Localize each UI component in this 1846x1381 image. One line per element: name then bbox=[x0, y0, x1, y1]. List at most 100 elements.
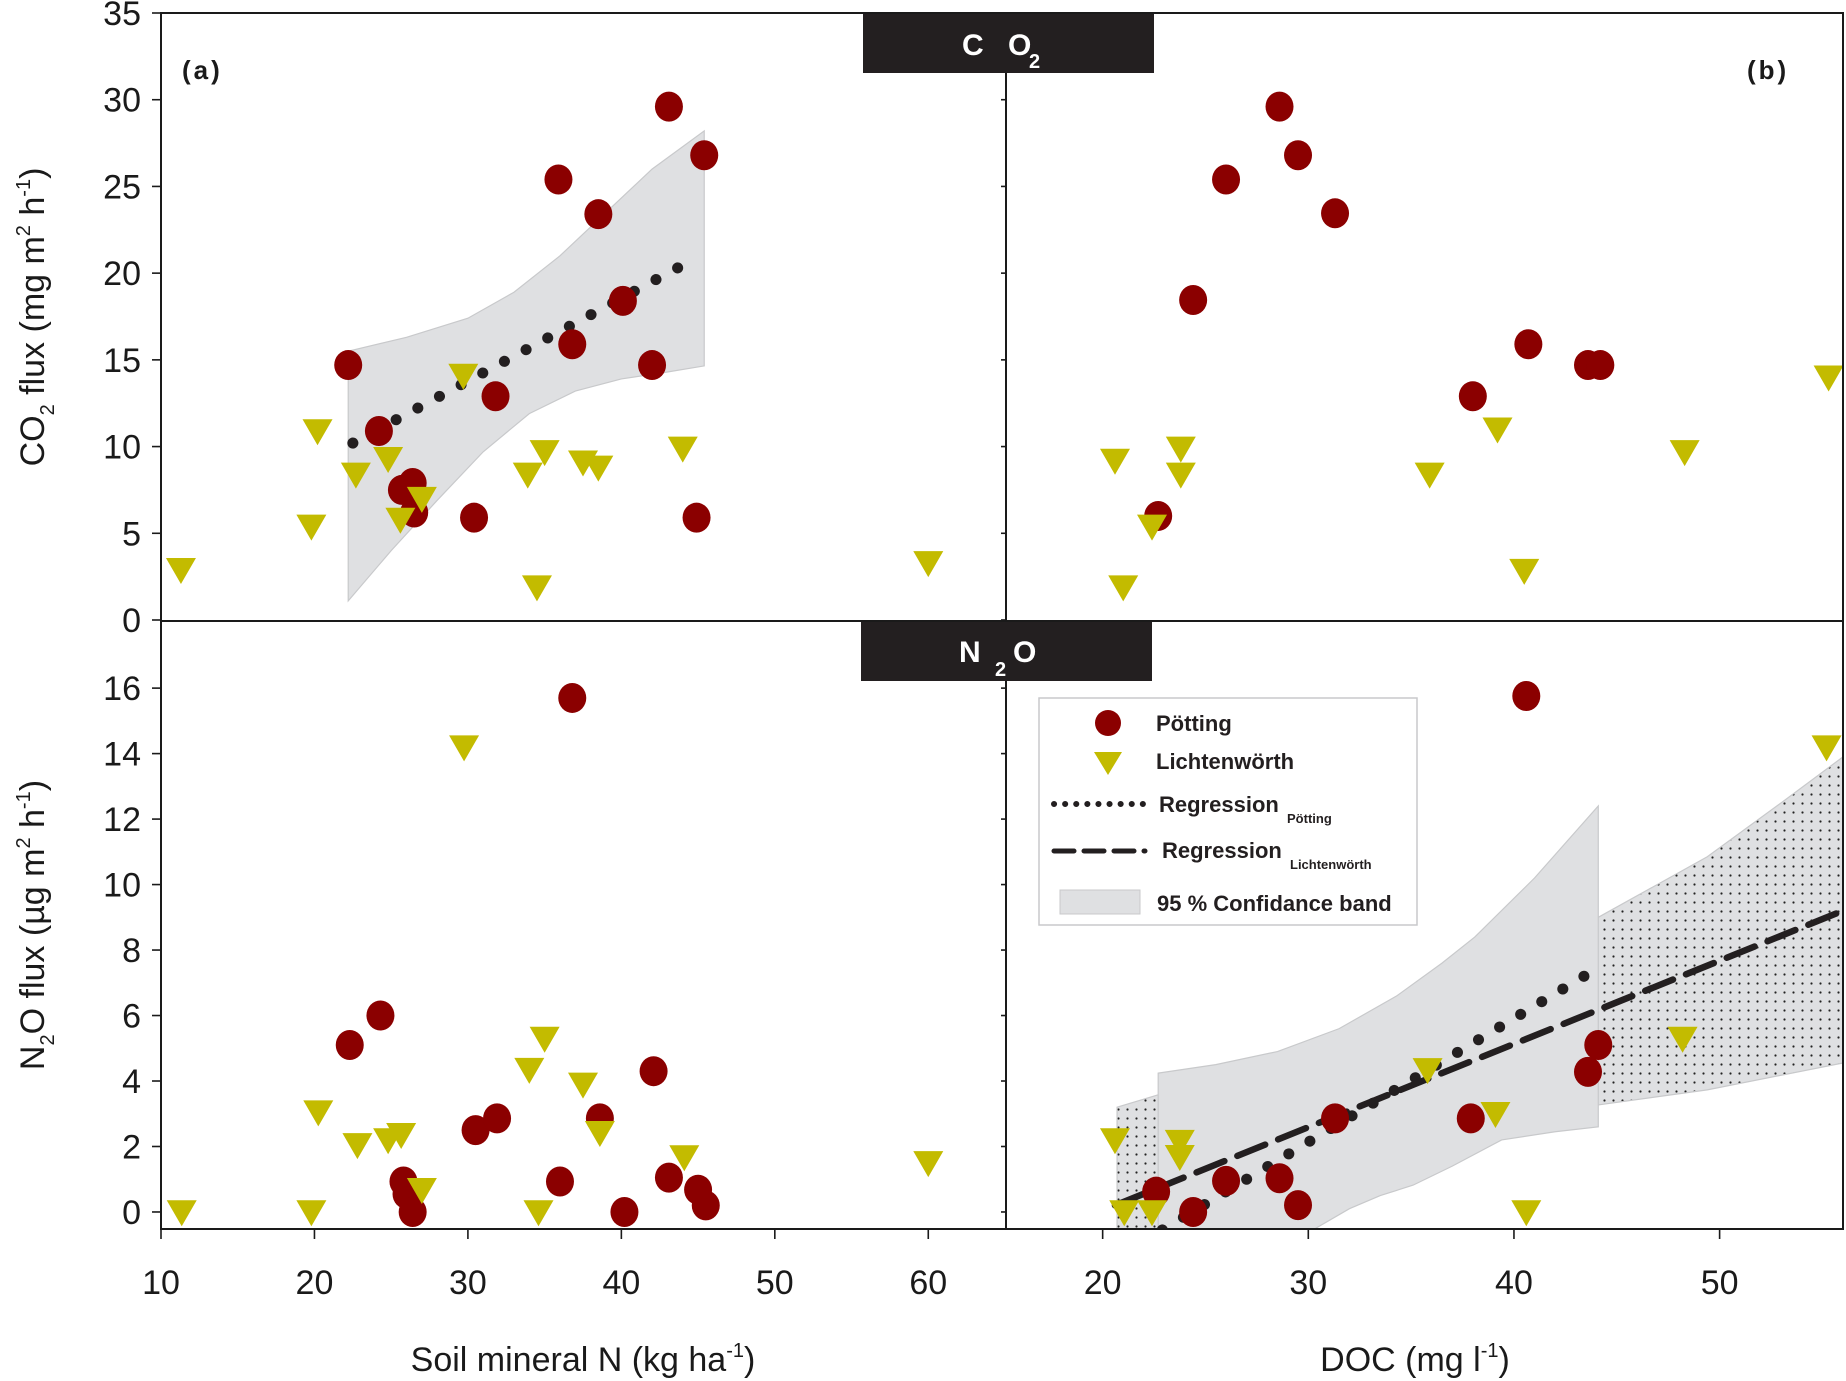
regression-group-a-co2 bbox=[347, 255, 696, 449]
point-potting bbox=[1265, 1163, 1294, 1194]
point-lichtenworth bbox=[529, 1026, 560, 1053]
x-tick-label: 60 bbox=[909, 1264, 947, 1302]
point-lichtenworth bbox=[1511, 1200, 1542, 1227]
y-axis-title-co2: CO2 flux (mg m2 h-1) bbox=[13, 168, 59, 467]
panel-label-b: (b) bbox=[1747, 55, 1789, 85]
point-lichtenworth bbox=[584, 1121, 615, 1148]
point-potting bbox=[1514, 329, 1543, 360]
gas-header-label-tail: O bbox=[1013, 636, 1044, 669]
gas-header-subscript: 2 bbox=[1029, 51, 1040, 73]
x-tick-label: 50 bbox=[1701, 1264, 1739, 1302]
point-potting bbox=[654, 1162, 683, 1193]
y-tick-label: 16 bbox=[103, 670, 141, 708]
point-potting bbox=[481, 381, 510, 412]
x-tick-label: 30 bbox=[449, 1264, 487, 1302]
point-potting bbox=[638, 350, 667, 381]
y-tick-label: 2 bbox=[122, 1128, 141, 1166]
point-potting bbox=[334, 350, 363, 381]
point-potting bbox=[398, 1196, 427, 1227]
regression-lines bbox=[347, 255, 1843, 1229]
point-lichtenworth bbox=[448, 363, 479, 390]
point-lichtenworth bbox=[1480, 1102, 1511, 1129]
regression-line-dotted bbox=[347, 255, 696, 449]
legend-triangle-icon bbox=[1094, 752, 1122, 775]
point-lichtenworth bbox=[1811, 735, 1842, 762]
point-potting bbox=[1179, 285, 1208, 316]
legend-label-subscript: Lichtenwörth bbox=[1290, 857, 1372, 872]
confidence-bands bbox=[347, 129, 1843, 1229]
points-group-a-n2o bbox=[166, 682, 944, 1227]
point-lichtenworth bbox=[1164, 1144, 1195, 1171]
point-potting bbox=[1573, 1056, 1602, 1087]
gas-header-label: N bbox=[959, 636, 989, 669]
regression-line-dashed bbox=[1111, 907, 1843, 1209]
point-potting bbox=[1584, 1029, 1613, 1060]
point-lichtenworth bbox=[529, 440, 560, 467]
x-axis-title-doc: DOC (mg l-1) bbox=[1320, 1340, 1510, 1379]
point-potting bbox=[690, 140, 719, 171]
point-lichtenworth bbox=[1137, 1200, 1168, 1227]
legend-label: Lichtenwörth bbox=[1156, 749, 1294, 774]
y-tick-label: 10 bbox=[103, 867, 141, 905]
data-points bbox=[165, 91, 1843, 1227]
x-tick-label: 20 bbox=[1084, 1264, 1122, 1302]
point-lichtenworth bbox=[406, 486, 437, 513]
legend: Pötting Lichtenwörth Regression Pötting … bbox=[1038, 697, 1418, 926]
point-lichtenworth bbox=[1412, 1058, 1443, 1085]
point-potting bbox=[1586, 350, 1615, 381]
point-lichtenworth bbox=[1137, 514, 1168, 541]
y-tick-label: 30 bbox=[103, 82, 141, 120]
points-group-a-co2 bbox=[165, 91, 944, 602]
point-lichtenworth bbox=[1414, 462, 1445, 489]
point-potting bbox=[1142, 1176, 1171, 1207]
point-potting bbox=[1212, 1165, 1241, 1196]
regression-group-b-n2o bbox=[1111, 907, 1843, 1229]
point-lichtenworth bbox=[568, 1072, 598, 1099]
point-lichtenworth bbox=[406, 1178, 437, 1205]
point-lichtenworth bbox=[1667, 1026, 1698, 1053]
point-potting bbox=[639, 1056, 668, 1087]
point-lichtenworth bbox=[165, 558, 196, 585]
point-lichtenworth bbox=[583, 455, 614, 482]
point-potting bbox=[366, 1000, 395, 1031]
point-lichtenworth bbox=[1482, 417, 1513, 444]
point-lichtenworth bbox=[373, 447, 404, 474]
point-potting bbox=[584, 199, 613, 230]
gas-header-label: C O bbox=[962, 29, 1039, 62]
y-tick-label: 12 bbox=[103, 801, 141, 839]
x-tick-label: 50 bbox=[756, 1264, 794, 1302]
point-lichtenworth bbox=[166, 1200, 197, 1227]
panel-label-a: (a) bbox=[182, 55, 223, 85]
x-tick-label: 40 bbox=[602, 1264, 640, 1302]
point-potting bbox=[558, 682, 587, 713]
point-lichtenworth bbox=[521, 575, 552, 602]
point-potting bbox=[1512, 680, 1541, 711]
point-lichtenworth bbox=[1109, 1200, 1140, 1227]
point-potting bbox=[544, 164, 573, 195]
point-lichtenworth bbox=[449, 735, 480, 762]
point-potting bbox=[1321, 1103, 1350, 1134]
point-potting bbox=[364, 415, 393, 446]
point-lichtenworth bbox=[523, 1200, 554, 1227]
point-lichtenworth bbox=[385, 507, 416, 534]
point-lichtenworth bbox=[1164, 1129, 1195, 1156]
point-potting bbox=[335, 1029, 364, 1060]
points-group-b-n2o bbox=[1099, 680, 1842, 1227]
gas-header-box bbox=[861, 622, 1152, 681]
point-lichtenworth bbox=[1669, 440, 1700, 467]
point-potting bbox=[1321, 198, 1350, 229]
point-potting bbox=[1458, 381, 1487, 412]
x-tick-label: 40 bbox=[1495, 1264, 1533, 1302]
point-lichtenworth bbox=[302, 419, 333, 446]
point-potting bbox=[1179, 1196, 1208, 1227]
y-tick-label: 4 bbox=[122, 1063, 141, 1101]
point-potting bbox=[654, 91, 683, 122]
y-axis-title-n2o: N2O flux (µg m2 h-1) bbox=[13, 780, 59, 1070]
point-lichtenworth bbox=[386, 1123, 417, 1150]
axis-ticks: 0 5 10 15 20 25 30 35 10 20 30 40 50 60 0 2 4 6 8 10 12 14 16 2… bbox=[103, 0, 1738, 1302]
point-potting bbox=[460, 502, 489, 533]
y-tick-label: 25 bbox=[103, 168, 141, 206]
y-tick-label: 8 bbox=[122, 932, 141, 970]
point-lichtenworth bbox=[512, 462, 543, 489]
